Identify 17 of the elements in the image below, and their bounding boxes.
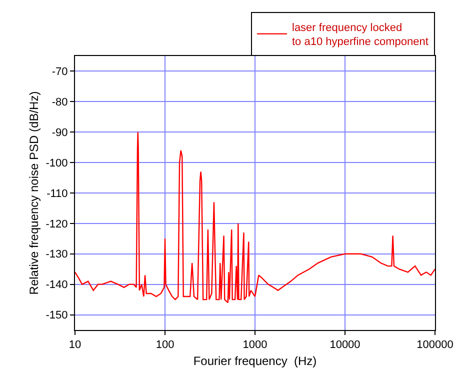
y-tick-label: -120 bbox=[46, 218, 68, 230]
y-tick-label: -100 bbox=[46, 157, 68, 170]
y-tick-label: -70 bbox=[52, 66, 68, 78]
y-tick-label: -150 bbox=[46, 310, 68, 322]
y-tick-label: -90 bbox=[52, 126, 68, 139]
x-tick-label: 10 bbox=[68, 339, 82, 352]
x-tick-label: 10000 bbox=[330, 339, 360, 352]
legend-label: laser frequency locked to a10 hyperfine component bbox=[292, 22, 428, 48]
x-axis-title: Fourier frequency (Hz) bbox=[193, 354, 317, 368]
y-tick-label: -130 bbox=[46, 248, 68, 261]
x-tick-label: 1000 bbox=[242, 339, 268, 352]
x-tick-label: 100000 bbox=[416, 339, 454, 352]
y-tick-label: -80 bbox=[52, 96, 68, 109]
x-tick-label: 100 bbox=[156, 339, 174, 352]
y-axis-title: Relative frequency noise PSD (dB/Hz) bbox=[27, 91, 42, 295]
y-tick-label: -140 bbox=[46, 279, 68, 292]
y-tick-label: -110 bbox=[46, 188, 68, 200]
